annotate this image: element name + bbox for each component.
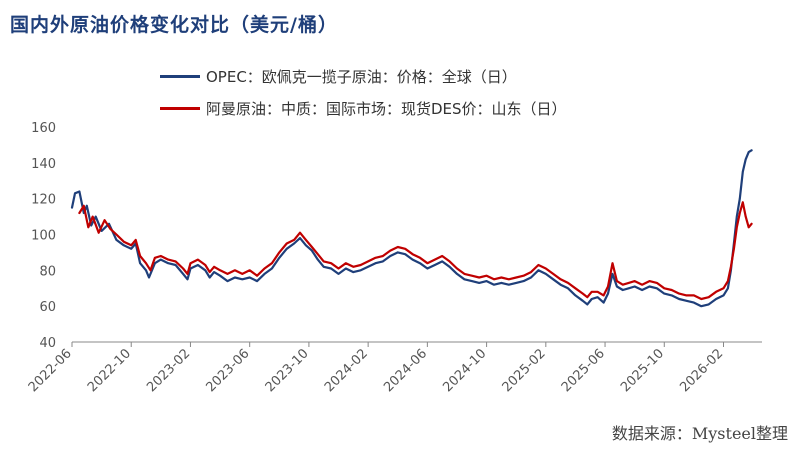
legend-item-oman: 阿曼原油：中质：国际市场：现货DES价：山东（日） [160,96,567,120]
legend-label-opec: OPEC：欧佩克一揽子原油：价格：全球（日） [206,67,517,86]
y-tick-label: 60 [39,300,56,315]
y-tick-label: 160 [31,121,56,136]
y-tick-label: 120 [31,193,56,208]
x-tick-label: 2026-02 [677,346,726,395]
x-tick-label: 2023-10 [263,346,312,395]
series-line-opec [70,149,753,308]
x-tick-label: 2025-06 [559,346,608,395]
x-tick-label: 2024-06 [381,346,430,395]
y-tick-label: 140 [31,157,56,172]
series-line-oman [78,201,753,301]
legend-label-oman: 阿曼原油：中质：国际市场：现货DES价：山东（日） [206,99,567,118]
y-tick-label: 40 [39,336,56,351]
x-tick-label: 2023-02 [144,346,193,395]
x-tick-label: 2023-06 [203,346,252,395]
y-tick-label: 80 [39,264,56,279]
chart-title: 国内外原油价格变化对比（美元/桶） [10,14,338,36]
x-tick-label: 2022-06 [26,346,75,395]
data-source-note: 数据来源：Mysteel整理 [611,424,788,443]
x-tick-label: 2022-10 [85,346,134,395]
legend: OPEC：欧佩克一揽子原油：价格：全球（日） 阿曼原油：中质：国际市场：现货DE… [160,64,567,128]
x-tick-label: 2025-10 [618,346,667,395]
legend-swatch-oman [160,106,200,110]
y-tick-label: 100 [31,229,56,244]
x-tick-label: 2025-02 [500,346,549,395]
x-tick-label: 2024-10 [440,346,489,395]
legend-swatch-opec [160,74,200,78]
x-tick-label: 2024-02 [322,346,371,395]
legend-item-opec: OPEC：欧佩克一揽子原油：价格：全球（日） [160,64,567,88]
